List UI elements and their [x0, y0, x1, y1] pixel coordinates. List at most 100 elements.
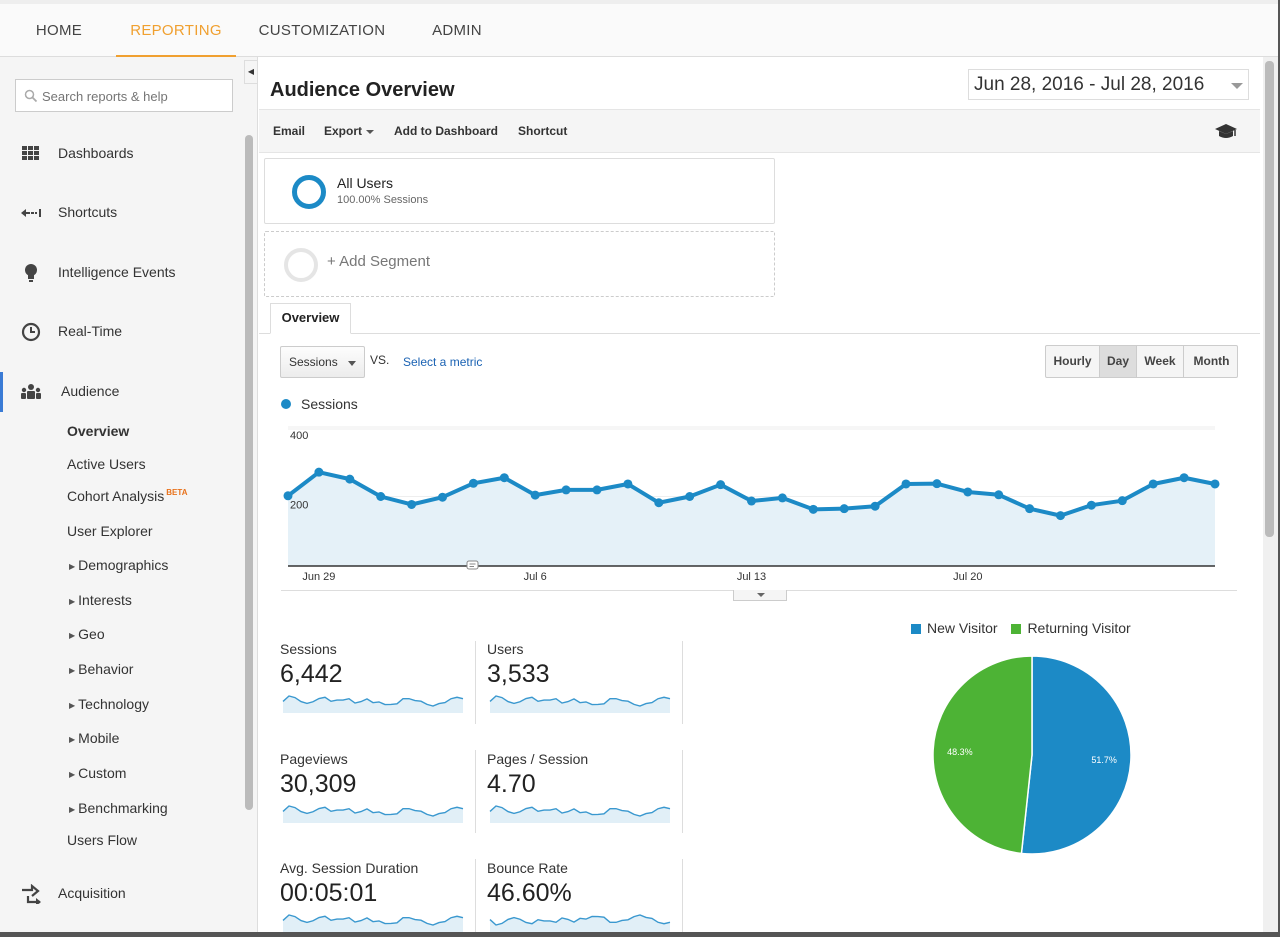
main-scrollbar-thumb[interactable] — [1265, 61, 1274, 537]
sidebar-sub-demographics[interactable]: ▶ Demographics — [69, 557, 168, 573]
data-point[interactable] — [716, 480, 726, 490]
data-point[interactable] — [314, 467, 324, 477]
data-point[interactable] — [345, 474, 355, 484]
sidebar-sub-technology[interactable]: ▶ Technology — [69, 696, 149, 712]
day-button[interactable]: Day — [1100, 346, 1137, 377]
data-point[interactable] — [1025, 504, 1035, 514]
add-segment-box[interactable]: + Add Segment — [264, 231, 775, 297]
sidebar-sub-mobile[interactable]: ▶ Mobile — [69, 730, 119, 746]
hourly-button[interactable]: Hourly — [1046, 346, 1100, 377]
search-input[interactable] — [42, 86, 227, 106]
tab-admin[interactable]: ADMIN — [432, 22, 482, 39]
tab-reporting[interactable]: REPORTING — [116, 4, 236, 57]
sidebar-item-shortcuts[interactable]: Shortcuts — [0, 193, 244, 233]
data-point[interactable] — [407, 499, 417, 509]
data-point[interactable] — [1056, 511, 1065, 521]
sidebar-scrollbar[interactable] — [245, 135, 253, 810]
pie-slice-new-visitor[interactable] — [1020, 655, 1132, 855]
sidebar-item-real-time[interactable]: Real-Time — [0, 312, 244, 352]
data-point[interactable] — [592, 485, 602, 495]
metric-card-avg-session-duration[interactable]: Avg. Session Duration 00:05:01 — [280, 860, 470, 937]
chart-collapse-handle[interactable] — [733, 590, 787, 601]
metric-card-sessions[interactable]: Sessions 6,442 — [280, 641, 470, 725]
sidebar-item-acquisition[interactable]: Acquisition — [0, 874, 244, 914]
metric-select[interactable]: Sessions — [280, 346, 365, 378]
metric-card-bounce-rate[interactable]: Bounce Rate 46.60% — [487, 860, 677, 937]
date-range-picker[interactable]: Jun 28, 2016 - Jul 28, 2016 — [968, 69, 1249, 100]
sidebar-item-audience[interactable]: Audience — [0, 372, 244, 412]
add-to-dashboard-button[interactable]: Add to Dashboard — [394, 124, 498, 138]
data-point[interactable] — [468, 478, 478, 488]
data-point[interactable] — [901, 479, 911, 489]
data-point[interactable] — [561, 485, 571, 495]
grid-icon — [22, 146, 39, 160]
data-point[interactable] — [685, 492, 695, 501]
data-point[interactable] — [839, 504, 849, 514]
data-point[interactable] — [283, 491, 293, 501]
month-button[interactable]: Month — [1193, 354, 1230, 368]
sidebar-item-intelligence-events[interactable]: Intelligence Events — [0, 253, 244, 293]
week-button[interactable]: Week — [1137, 346, 1184, 377]
data-point[interactable] — [1148, 479, 1158, 489]
sidebar-sub-users-flow[interactable]: Users Flow — [67, 832, 138, 848]
tab-home[interactable]: HOME — [35, 22, 83, 39]
date-range-label: Jun 28, 2016 - Jul 28, 2016 — [974, 74, 1205, 95]
data-point[interactable] — [1210, 479, 1220, 489]
window-border-bottom — [0, 932, 1280, 937]
top-nav: HOME REPORTING CUSTOMIZATION ADMIN — [0, 0, 1280, 57]
legend-swatch-returning — [1011, 624, 1022, 634]
add-segment-link[interactable]: + Add Segment — [327, 253, 430, 270]
metric-card-pageviews[interactable]: Pageviews 30,309 — [280, 751, 470, 835]
data-point[interactable] — [777, 493, 787, 503]
data-point[interactable] — [1179, 473, 1189, 483]
tab-customization[interactable]: CUSTOMIZATION — [258, 22, 386, 39]
metric-value: 46.60% — [487, 879, 572, 907]
sidebar-sub-label: Benchmarking — [78, 800, 168, 816]
chevron-down-icon — [1231, 83, 1243, 89]
sidebar-sub-benchmarking[interactable]: ▶ Benchmarking — [69, 800, 168, 816]
sidebar-sub-user-explorer[interactable]: User Explorer — [67, 523, 153, 539]
select-metric-link[interactable]: Select a metric — [403, 355, 483, 369]
sidebar-sub-overview[interactable]: Overview — [67, 423, 130, 439]
data-point[interactable] — [870, 501, 880, 511]
tab-overview[interactable]: Overview — [270, 303, 351, 334]
pie-slice-label: 48.3% — [947, 747, 973, 757]
window-border — [1278, 0, 1280, 937]
metric-card-pages-per-session[interactable]: Pages / Session 4.70 — [487, 751, 677, 835]
data-point[interactable] — [499, 473, 509, 483]
chevron-down-icon — [366, 129, 375, 134]
export-button[interactable]: Export — [324, 124, 375, 138]
graduation-cap-icon[interactable] — [1214, 123, 1238, 141]
pie-slice-returning-visitor[interactable] — [932, 655, 1033, 855]
card-divider — [682, 859, 683, 937]
data-point[interactable] — [438, 492, 447, 502]
data-point[interactable] — [932, 479, 942, 489]
sidebar-collapse-button[interactable]: ◀ — [244, 60, 258, 84]
shortcut-button[interactable]: Shortcut — [518, 124, 568, 138]
sidebar-item-dashboards[interactable]: Dashboards — [0, 134, 244, 174]
email-button[interactable]: Email — [273, 124, 306, 138]
data-point[interactable] — [623, 479, 633, 489]
sidebar-sub-cohort-analysis[interactable]: Cohort Analysis BETA — [67, 488, 187, 504]
data-point[interactable] — [1086, 500, 1096, 510]
metric-card-users[interactable]: Users 3,533 — [487, 641, 677, 725]
sidebar-sub-custom[interactable]: ▶ Custom — [69, 765, 126, 781]
data-point[interactable] — [963, 487, 973, 497]
segment-all-users[interactable]: All Users 100.00% Sessions — [264, 158, 775, 224]
data-point[interactable] — [747, 496, 756, 506]
sidebar-sub-behavior[interactable]: ▶ Behavior — [69, 661, 133, 677]
sidebar-sub-active-users[interactable]: Active Users — [67, 456, 146, 472]
sidebar-sub-geo[interactable]: ▶ Geo — [69, 626, 105, 642]
sidebar-sub-label: Demographics — [78, 557, 169, 573]
data-point[interactable] — [994, 490, 1004, 500]
data-point[interactable] — [808, 504, 818, 514]
data-point[interactable] — [654, 498, 664, 508]
expand-triangle-icon: ▶ — [69, 597, 76, 606]
sidebar-sub-interests[interactable]: ▶ Interests — [69, 592, 132, 608]
data-point[interactable] — [1117, 496, 1127, 506]
legend-label: Sessions — [301, 396, 358, 412]
data-point[interactable] — [376, 492, 386, 501]
main-scrollbar[interactable] — [1263, 57, 1278, 937]
annotation-icon[interactable] — [466, 560, 479, 570]
data-point[interactable] — [530, 490, 540, 500]
